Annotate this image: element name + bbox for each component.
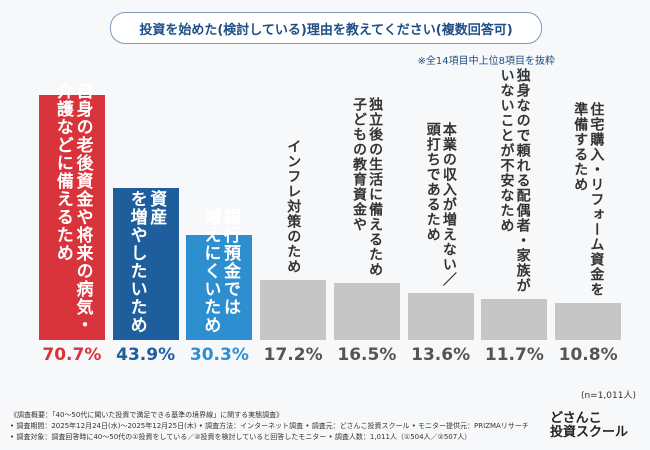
category-label: 資産 を増やしたいため: [126, 190, 167, 334]
logo: どさんこ 投資スクール: [549, 411, 628, 441]
category-label: 自身の老後資金や将来の病気・ 介護などに備えるため: [52, 82, 93, 334]
note: 《調査概要：「40〜50代に聞いた投資で満足できる基準の境界線」に関する実態調査…: [10, 411, 284, 419]
value-label: 30.3%: [189, 345, 249, 365]
bar: [333, 282, 400, 340]
bar: [112, 187, 179, 340]
sample-size: (n=1,011人): [580, 391, 636, 401]
logo-line: 投資スクール: [549, 425, 628, 441]
bar: [186, 234, 253, 340]
value-label: 16.5%: [337, 345, 397, 365]
chart-title: 投資を始めた(検討している)理由を教えてください(複数回答可): [110, 12, 542, 44]
category-label: 独身なので頼れる配偶者・家族が いないことが不安なため: [498, 68, 531, 294]
value-label: 43.9%: [116, 345, 176, 365]
bar: [555, 302, 622, 340]
note: • 調査対象：調査回答時に40〜50代の①投資をしている／②投資を検討していると…: [10, 433, 472, 441]
bar: [481, 299, 548, 340]
value-label: 13.6%: [411, 345, 471, 365]
note: • 調査期間：2025年12月24日(水)〜2025年12月25日(木) • 調…: [10, 422, 529, 430]
value-label: 11.7%: [484, 345, 544, 365]
bar: [38, 94, 105, 340]
category-label: 独立後の生活に備えるため 子どもの教育資金や: [350, 96, 384, 277]
value-label: 17.2%: [263, 345, 323, 365]
value-label: 70.7%: [42, 345, 102, 365]
logo-line: どさんこ: [549, 411, 602, 426]
bar: [407, 292, 474, 340]
category-label: 住宅購入・リフォーム資金を 準備するため: [572, 101, 605, 297]
bar: [260, 280, 327, 340]
category-label: 本業の収入が増えない／ 頭打ちであるため: [424, 121, 457, 287]
category-label: 銀行預金では 増えにくいため: [200, 208, 240, 334]
category-label: インフレ対策のため: [285, 139, 302, 275]
value-label: 10.8%: [558, 345, 618, 365]
subtitle: ※全14項目中上位8項目を抜粋: [417, 56, 555, 67]
